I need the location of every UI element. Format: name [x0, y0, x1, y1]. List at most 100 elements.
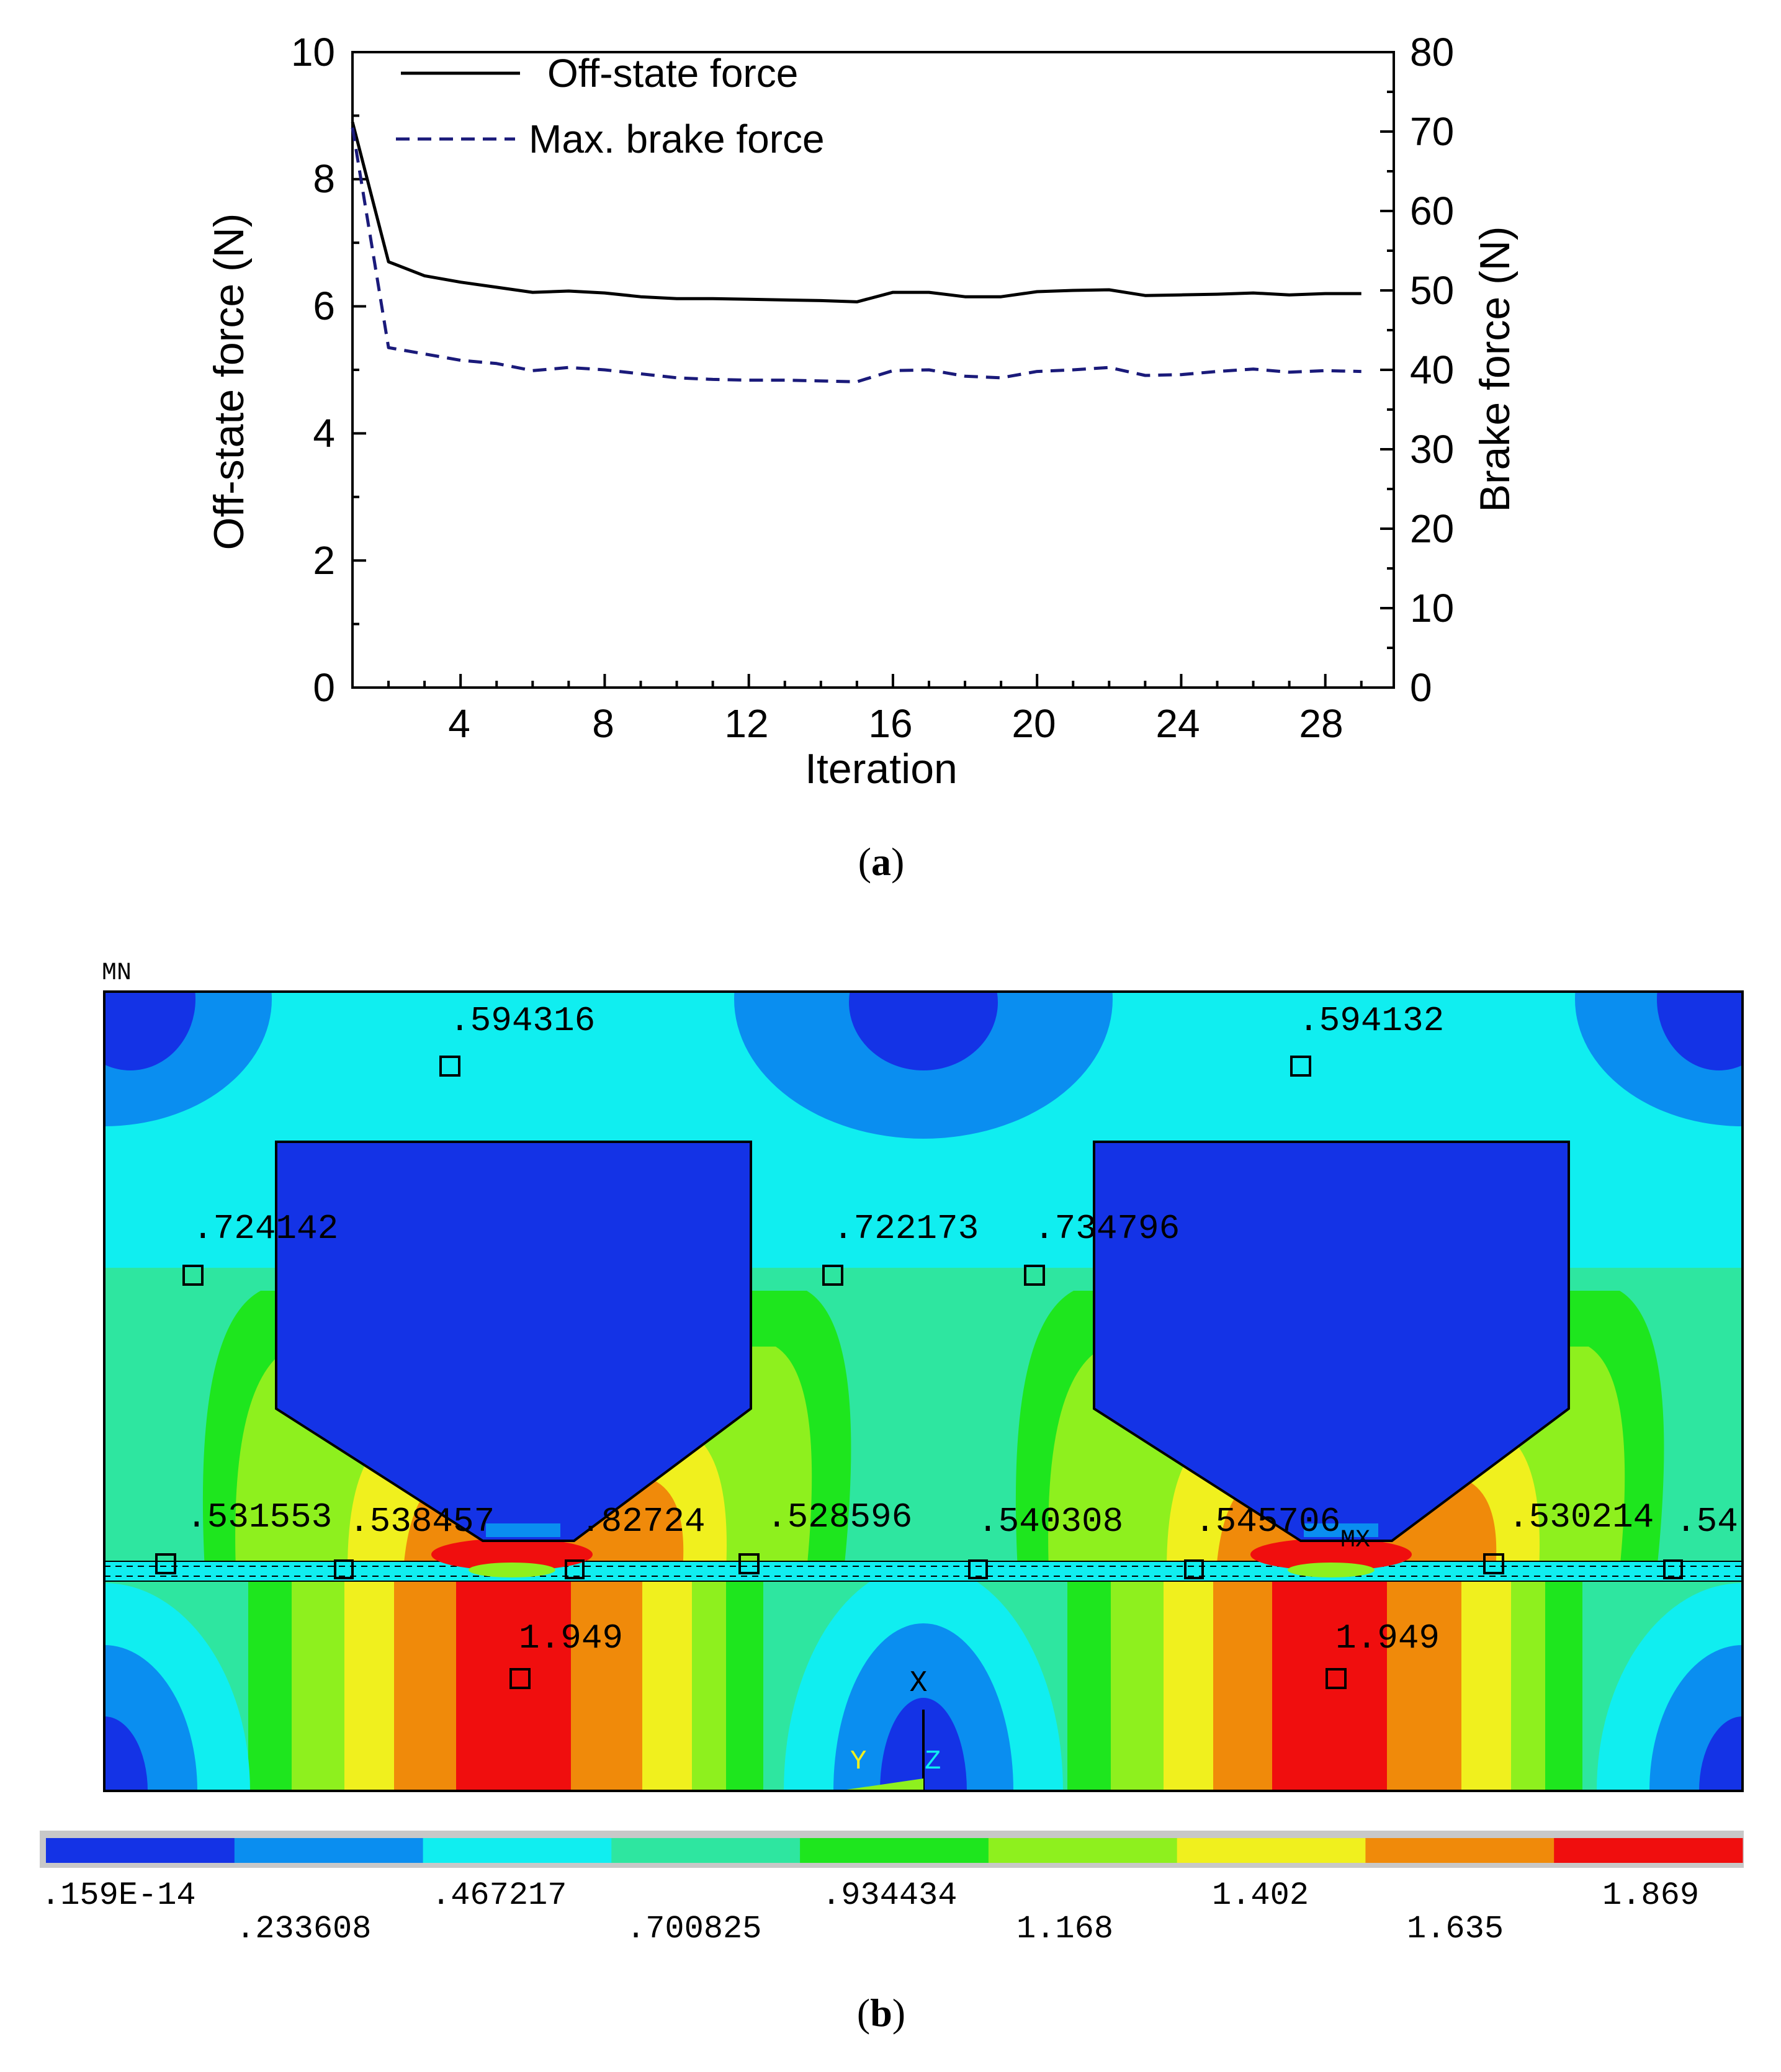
probe-marker [1326, 1668, 1347, 1689]
probe-value: .82724 [580, 1502, 706, 1541]
triad-base [838, 1778, 923, 1791]
colorbar-label: 1.635 [1407, 1911, 1504, 1947]
probe-marker [968, 1559, 988, 1579]
y-left-tick-label: 10 [291, 30, 335, 74]
probe-markers [155, 1056, 1683, 1689]
x-tick-label: 12 [724, 701, 768, 746]
probe-marker [1483, 1553, 1504, 1574]
probe-marker [1024, 1265, 1045, 1286]
max-marker-label: MX [1340, 1527, 1370, 1554]
colorbar-segment [1177, 1838, 1366, 1863]
colorbar-segment [46, 1838, 235, 1863]
contour-region [431, 1538, 593, 1571]
probe-value: .531553 [186, 1497, 332, 1537]
x-tick-label: 16 [868, 701, 912, 746]
series-lines [351, 121, 1362, 383]
contour-region [1657, 992, 1743, 1070]
probe-value: .540308 [977, 1502, 1123, 1541]
triad-z-label: Z [925, 1746, 941, 1777]
y-right-tick-label: 60 [1410, 189, 1454, 233]
probe-value: .545706 [1195, 1502, 1340, 1541]
contour-region [1250, 1538, 1412, 1571]
air-gap-strip [104, 1561, 1743, 1582]
triad-y-label: Y [850, 1746, 866, 1777]
contour-region [486, 1523, 560, 1537]
x-tick-label: 20 [1012, 701, 1056, 746]
x-tick-label: 28 [1299, 701, 1343, 746]
probe-value: .594132 [1298, 1001, 1444, 1041]
probe-value: 1.949 [519, 1618, 623, 1658]
y-right-tick-label: 0 [1410, 665, 1432, 710]
colorbar-label: .467217 [431, 1877, 567, 1914]
probe-marker [439, 1056, 460, 1077]
probe-marker [509, 1668, 531, 1689]
contour-region [1304, 1523, 1378, 1537]
probe-marker [1663, 1559, 1683, 1579]
probe-marker [334, 1559, 354, 1579]
y-right-tick-label: 40 [1410, 348, 1454, 392]
probe-value: .538457 [349, 1502, 495, 1541]
x-tick-label: 4 [448, 701, 470, 746]
colorbar-label: .934434 [822, 1877, 957, 1914]
colorbar-segment [234, 1838, 424, 1863]
caption-b: (b) [857, 1991, 905, 2035]
y-left-tick-label: 6 [313, 284, 335, 328]
colorbar-label: 1.402 [1212, 1877, 1309, 1914]
y-left-tick-label: 0 [313, 665, 335, 710]
series-line-off-state-force [351, 121, 1362, 303]
probe-marker [1184, 1559, 1204, 1579]
colorbar-label: .233608 [236, 1911, 371, 1947]
contour-plot-panel: MN [40, 959, 1744, 2035]
triad-x-label: X [910, 1667, 928, 1700]
probe-marker [738, 1553, 760, 1574]
colorbar-segment [1365, 1838, 1554, 1863]
y-right-tick-label: 70 [1410, 109, 1454, 154]
legend-label-brake: Max. brake force [529, 117, 825, 161]
probe-value: .54 [1676, 1502, 1738, 1541]
colorbar-segment [800, 1838, 989, 1863]
probe-marker [1290, 1056, 1311, 1077]
y-right-tick-label: 20 [1410, 506, 1454, 551]
probe-value: 1.949 [1335, 1618, 1440, 1658]
colorbar-label: 1.869 [1602, 1877, 1699, 1914]
contour-region [1699, 1716, 1743, 1791]
y-right-tick-label: 50 [1410, 268, 1454, 313]
probe-value: .722173 [833, 1209, 979, 1249]
contour-region [456, 1581, 571, 1791]
contour-region [1288, 1563, 1375, 1577]
colorbar-segment [423, 1838, 612, 1863]
colorbar-label: 1.168 [1016, 1911, 1113, 1947]
contour-region [469, 1563, 555, 1577]
y-left-tick-label: 8 [313, 156, 335, 201]
plot-area-frame [351, 51, 1395, 689]
caption-a: (a) [858, 840, 905, 884]
colorbar [46, 1838, 1743, 1863]
probe-value: .734796 [1034, 1209, 1180, 1249]
legend: Off-state force Max. brake force [396, 51, 825, 161]
left-tooth [275, 1141, 752, 1542]
contour-region [1272, 1581, 1387, 1791]
x-tick-label: 24 [1155, 701, 1200, 746]
right-tooth [1093, 1141, 1570, 1542]
colorbar-segment [1554, 1838, 1743, 1863]
x-tick-label: 8 [592, 701, 614, 746]
contour-region [849, 992, 998, 1070]
colorbar-segment [611, 1838, 801, 1863]
min-marker-label: MN [102, 959, 132, 987]
probe-marker [155, 1553, 176, 1574]
y-left-tick-label: 4 [313, 411, 335, 455]
contour-field [104, 992, 1743, 1791]
contour-frame [103, 990, 1744, 1792]
x-axis-title: Iteration [805, 745, 958, 792]
y-right-tick-label: 30 [1410, 427, 1454, 472]
probe-value: .724142 [192, 1209, 338, 1249]
probe-marker [822, 1265, 843, 1286]
contour-region [104, 992, 195, 1070]
probe-value: .530214 [1508, 1497, 1654, 1537]
y-right-axis-title: Brake force (N) [1471, 226, 1519, 513]
contour-region [104, 1716, 148, 1791]
colorbar-label: .700825 [626, 1911, 761, 1947]
colorbar-segment [988, 1838, 1178, 1863]
colorbar-label: .159E-14 [41, 1877, 196, 1914]
